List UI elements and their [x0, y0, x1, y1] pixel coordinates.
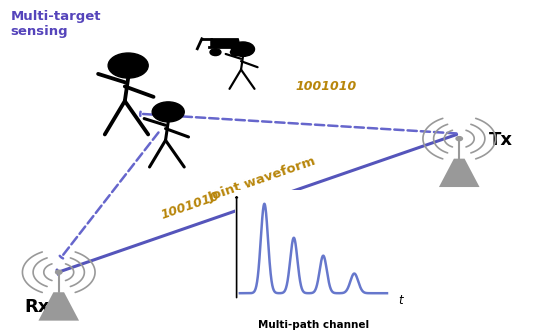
- Polygon shape: [211, 39, 240, 47]
- Text: Joint waveform: Joint waveform: [207, 155, 318, 204]
- Circle shape: [456, 137, 462, 141]
- Circle shape: [152, 102, 184, 122]
- Text: 1001010: 1001010: [295, 80, 356, 93]
- Polygon shape: [38, 292, 79, 321]
- Polygon shape: [439, 159, 480, 187]
- Circle shape: [231, 49, 241, 55]
- Text: Tx: Tx: [489, 131, 513, 149]
- Text: 1001010: 1001010: [159, 190, 221, 222]
- Circle shape: [231, 42, 255, 56]
- Text: Rx: Rx: [24, 298, 50, 316]
- Text: Multi-target
sensing: Multi-target sensing: [11, 10, 101, 38]
- Circle shape: [210, 49, 221, 55]
- Circle shape: [56, 270, 62, 274]
- Circle shape: [108, 53, 148, 78]
